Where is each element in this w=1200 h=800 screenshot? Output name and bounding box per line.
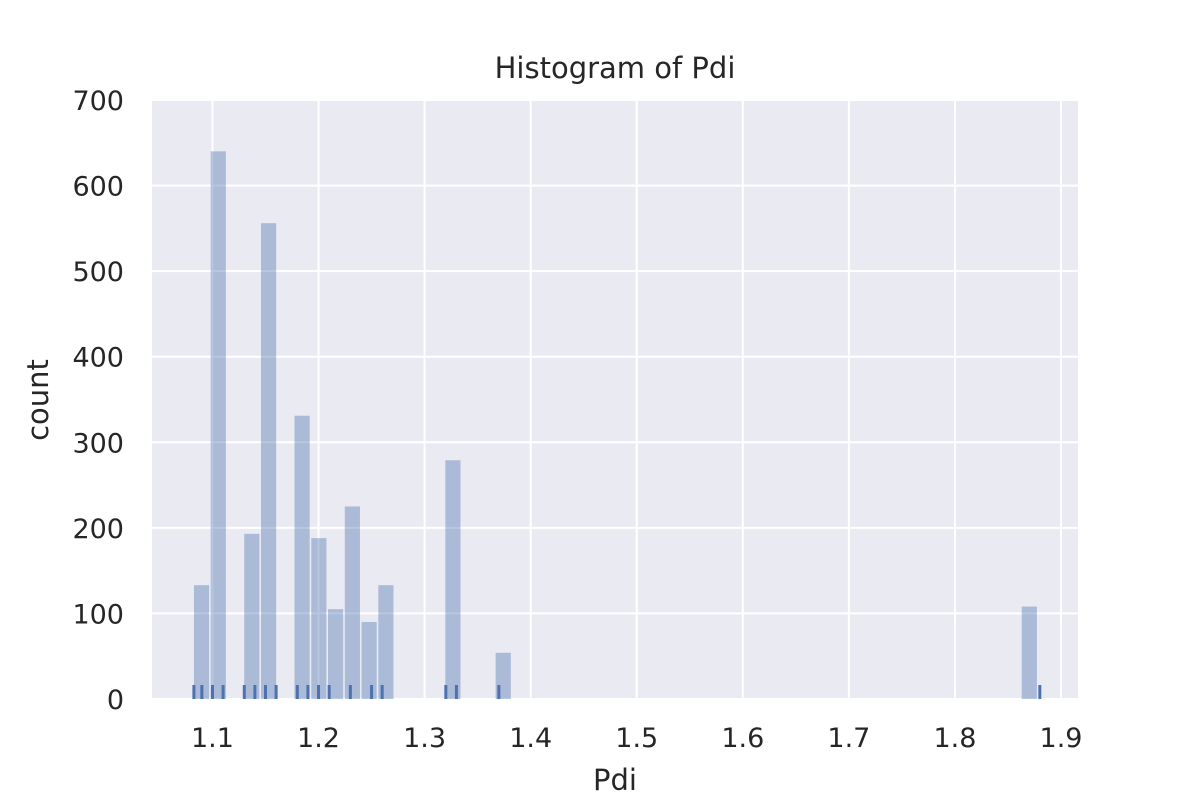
y-tick-label: 100 bbox=[72, 599, 124, 630]
histogram-bars bbox=[193, 151, 1037, 700]
histogram-bar bbox=[378, 585, 394, 699]
histogram-bar bbox=[328, 609, 344, 699]
histogram-bar bbox=[260, 223, 277, 700]
grid-lines bbox=[152, 99, 1078, 700]
x-tick-label: 1.4 bbox=[509, 723, 552, 754]
y-tick-label: 200 bbox=[72, 514, 124, 545]
x-tick-label: 1.3 bbox=[403, 723, 446, 754]
x-tick-label: 1.7 bbox=[827, 723, 870, 754]
histogram-bar bbox=[210, 151, 226, 700]
y-axis-ticks: 0 100 200 300 400 500 600 700 bbox=[72, 86, 124, 716]
x-tick-label: 1.2 bbox=[297, 723, 340, 754]
y-tick-label: 400 bbox=[72, 343, 124, 374]
rug-marks bbox=[192, 685, 1042, 699]
histogram-bar bbox=[193, 585, 210, 699]
y-tick-label: 300 bbox=[72, 428, 124, 459]
histogram-bar bbox=[1021, 606, 1037, 699]
x-tick-label: 1.5 bbox=[615, 723, 658, 754]
histogram-bar bbox=[294, 415, 310, 699]
x-tick-label: 1.1 bbox=[191, 723, 234, 754]
y-axis-label: count bbox=[21, 359, 55, 441]
x-tick-label: 1.6 bbox=[721, 723, 764, 754]
y-tick-label: 0 bbox=[107, 685, 124, 716]
chart-title: Histogram of Pdi bbox=[495, 51, 736, 85]
histogram-bar bbox=[445, 460, 461, 699]
histogram-bar bbox=[344, 506, 360, 699]
y-tick-label: 700 bbox=[72, 86, 124, 117]
x-axis-label: Pdi bbox=[593, 763, 637, 797]
x-tick-label: 1.9 bbox=[1040, 723, 1083, 754]
histogram-bar bbox=[311, 538, 327, 699]
y-tick-label: 600 bbox=[72, 172, 124, 203]
x-axis-ticks: 1.1 1.2 1.3 1.4 1.5 1.6 1.7 1.8 1.9 bbox=[191, 723, 1083, 754]
x-tick-label: 1.8 bbox=[933, 723, 976, 754]
plot-background bbox=[152, 100, 1078, 699]
y-tick-label: 500 bbox=[72, 257, 124, 288]
histogram-bar bbox=[244, 533, 260, 699]
histogram-bar bbox=[361, 621, 377, 699]
